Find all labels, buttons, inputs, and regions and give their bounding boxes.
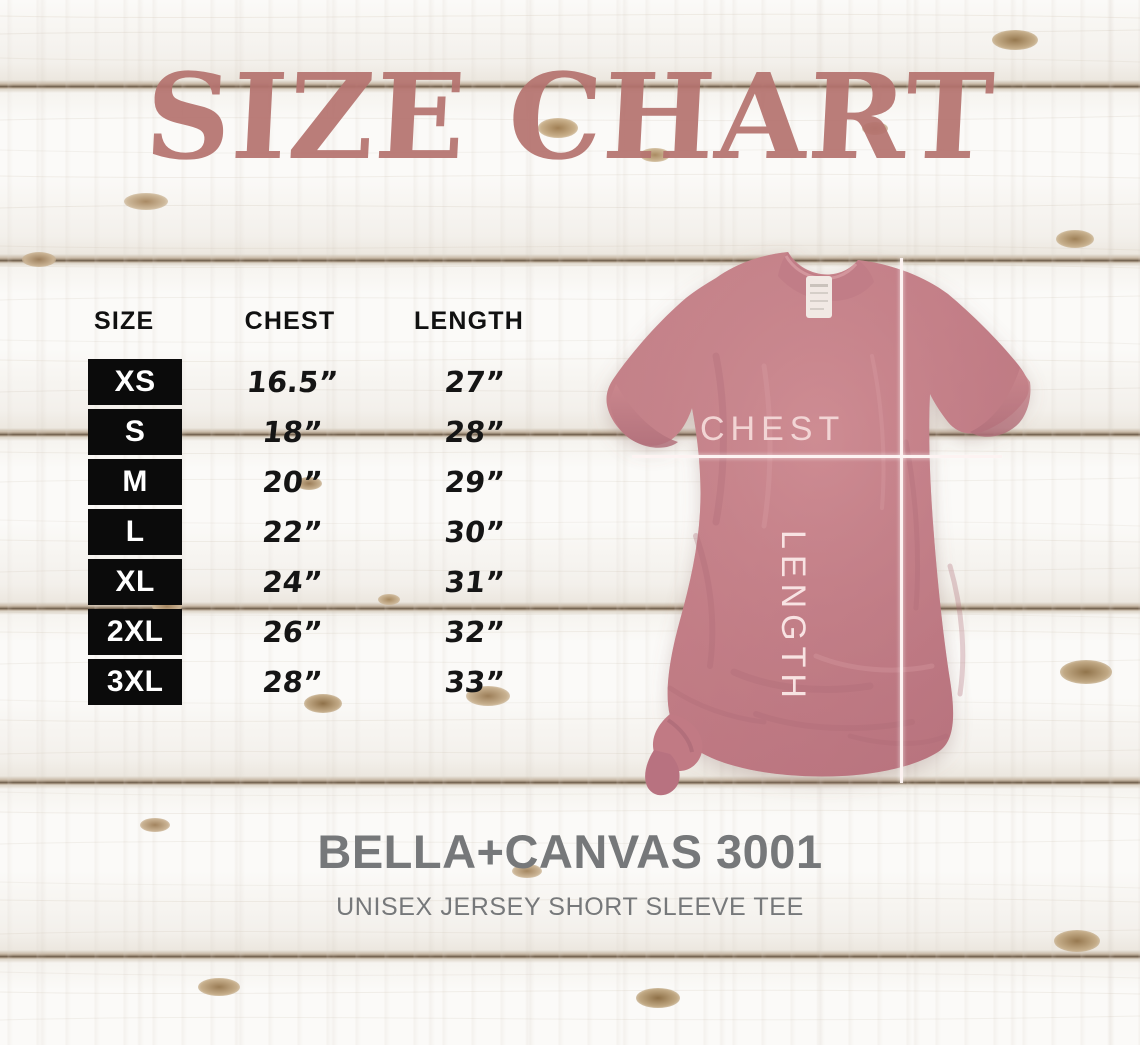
table-row: 2XL 26” 32” xyxy=(88,608,558,656)
chest-value: 18” xyxy=(261,415,325,449)
column-header-length: LENGTH xyxy=(414,307,524,335)
tshirt-photo xyxy=(520,236,1120,816)
table-row: 3XL 28” 33” xyxy=(88,658,558,706)
page-title: SIZE CHART xyxy=(142,47,998,186)
chest-value: 26” xyxy=(261,615,325,649)
table-row: XL 24” 31” xyxy=(88,558,558,606)
column-header-chest: CHEST xyxy=(244,307,336,335)
tshirt-illustration xyxy=(606,252,1031,796)
table-row: M 20” 29” xyxy=(88,458,558,506)
table-body: XS 16.5” 27” S 18” 28” M 20” 29” L 22” 30” XL 24” 31” 2… xyxy=(88,358,558,706)
length-value: 27” xyxy=(442,365,506,399)
size-badge: M xyxy=(88,459,183,505)
size-badge: XL xyxy=(88,559,183,605)
size-badge: 2XL xyxy=(88,609,183,655)
brand-name: BELLA+CANVAS 3001 xyxy=(317,825,823,878)
chest-value: 22” xyxy=(261,515,325,549)
size-badge: S xyxy=(88,409,183,455)
size-badge: 3XL xyxy=(88,659,183,705)
table-row: XS 16.5” 27” xyxy=(88,358,558,406)
size-badge: L xyxy=(88,509,183,555)
product-name: UNISEX JERSEY SHORT SLEEVE TEE xyxy=(336,893,804,921)
length-value: 32” xyxy=(442,615,506,649)
length-value: 28” xyxy=(442,415,506,449)
chest-value: 16.5” xyxy=(245,365,340,399)
table-row: S 18” 28” xyxy=(88,408,558,456)
length-value: 31” xyxy=(442,565,506,599)
length-value: 29” xyxy=(442,465,506,499)
chest-measure-line xyxy=(632,455,1002,458)
table-row: L 22” 30” xyxy=(88,508,558,556)
table-header-row: SIZE CHEST LENGTH xyxy=(88,300,558,336)
length-value: 33” xyxy=(442,665,506,699)
size-chart-table: SIZE CHEST LENGTH XS 16.5” 27” S 18” 28” M 20” 2… xyxy=(88,300,558,708)
length-measure-line xyxy=(900,258,903,783)
chest-value: 24” xyxy=(261,565,325,599)
chest-value: 20” xyxy=(261,465,325,499)
size-badge: XS xyxy=(88,359,183,405)
chest-value: 28” xyxy=(261,665,325,699)
length-value: 30” xyxy=(442,515,506,549)
length-measure-label: LENGTH xyxy=(774,530,812,704)
chest-measure-label: CHEST xyxy=(700,410,846,448)
column-header-size: SIZE xyxy=(94,307,155,335)
